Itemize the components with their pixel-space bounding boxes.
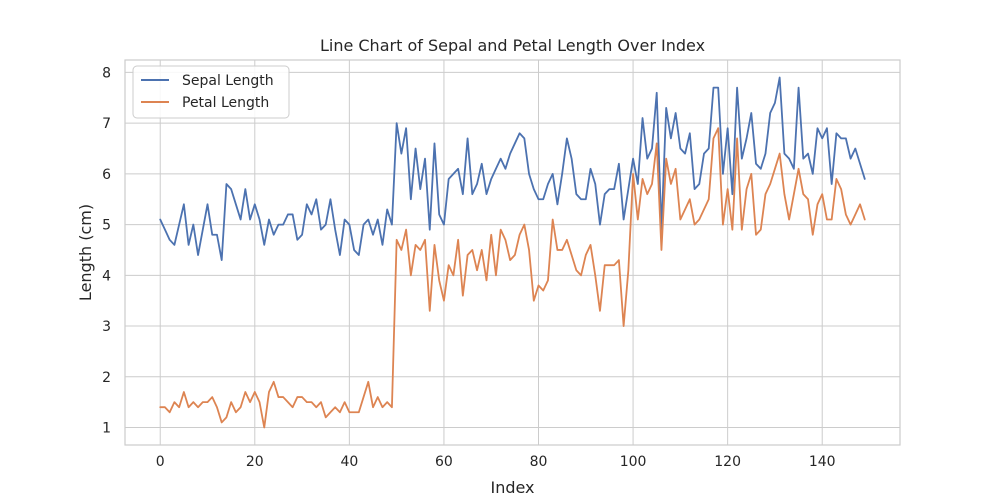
series-line-petal-length: [159, 127, 866, 429]
grid: [125, 60, 900, 445]
x-tick-label: 140: [809, 454, 836, 470]
series-line-sepal-length: [159, 76, 866, 262]
y-tick-label: 3: [102, 319, 111, 335]
x-tick-label: 0: [156, 454, 165, 470]
legend: Sepal Length Petal Length: [132, 65, 290, 119]
legend-box: [132, 65, 290, 119]
legend-label-sepal: Sepal Length: [182, 73, 274, 89]
x-tick-label: 80: [530, 454, 548, 470]
x-ticks: 0 20 40 60 80 100 120 140: [156, 454, 836, 470]
x-tick-label: 120: [714, 454, 741, 470]
series-lines: [159, 76, 866, 429]
x-tick-label: 40: [340, 454, 358, 470]
y-tick-label: 7: [102, 116, 111, 132]
plot-frame: [124, 59, 901, 446]
y-tick-label: 6: [102, 167, 111, 183]
x-axis-label: Index: [490, 478, 534, 497]
x-tick-label: 20: [246, 454, 264, 470]
x-tick-label: 60: [435, 454, 453, 470]
y-tick-label: 4: [102, 268, 111, 284]
y-tick-label: 8: [102, 65, 111, 81]
y-tick-label: 2: [102, 370, 111, 386]
chart-title: Line Chart of Sepal and Petal Length Ove…: [320, 36, 705, 55]
y-tick-label: 5: [102, 218, 111, 234]
y-tick-label: 1: [102, 421, 111, 437]
y-ticks: 1 2 3 4 5 6 7 8: [102, 65, 111, 436]
legend-label-petal: Petal Length: [182, 95, 269, 111]
y-axis-label: Length (cm): [76, 204, 95, 301]
x-tick-label: 100: [620, 454, 647, 470]
